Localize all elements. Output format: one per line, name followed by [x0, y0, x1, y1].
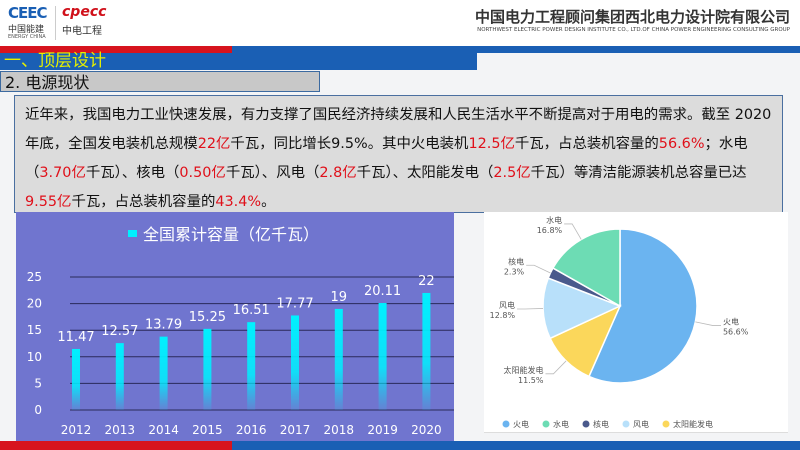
highlight-value: 12.5亿	[468, 136, 515, 152]
highlight-value: 22亿	[197, 136, 231, 152]
legend-marker	[582, 420, 590, 428]
bar-2017	[291, 315, 299, 410]
bar-2019	[378, 303, 387, 410]
footer-red-band	[0, 441, 232, 450]
x-tick-label: 2015	[192, 423, 223, 437]
legend-label: 风电	[633, 419, 649, 429]
x-tick-label: 2013	[105, 423, 136, 437]
data-label: 16.51	[233, 303, 270, 318]
paragraph-text: 。	[261, 194, 276, 210]
leader-line	[526, 264, 551, 274]
y-tick-label: 0	[34, 403, 42, 417]
legend-marker	[662, 420, 670, 428]
data-label: 15.25	[189, 310, 226, 325]
y-tick-label: 20	[27, 297, 42, 311]
highlight-value: 3.70亿	[39, 165, 86, 181]
red-band	[0, 46, 232, 53]
highlight-value: 0.50亿	[179, 165, 226, 181]
pie-slice-风电	[542, 277, 622, 340]
legend-label: 核电	[593, 419, 609, 429]
leader-line	[545, 360, 567, 375]
legend-label: 水电	[553, 419, 569, 429]
slice-label: 核电	[508, 256, 524, 266]
pie-slice-火电	[587, 228, 698, 384]
company-name-en: NORTHWEST ELECTRIC POWER DESIGN INSTITUT…	[477, 27, 790, 33]
slice-percent: 2.3%	[504, 267, 525, 276]
leader-line	[564, 223, 582, 240]
slice-label: 火电	[723, 317, 739, 327]
x-tick-label: 2019	[367, 423, 398, 437]
x-tick-label: 2020	[411, 423, 442, 437]
legend-label: 全国累计容量（亿千瓦）	[143, 225, 319, 244]
paragraph-text: 千瓦，占总装机容量的	[514, 136, 659, 152]
company-name: 中国电力工程顾问集团西北电力设计院有限公司	[474, 8, 790, 26]
x-tick-label: 2018	[324, 423, 355, 437]
ceec-logo-cn: 中国能建	[8, 25, 45, 35]
cpecc-logo-cn: 中电工程	[62, 26, 102, 37]
slice-percent: 11.5%	[518, 376, 544, 385]
ceec-logo: CEEC	[8, 4, 48, 22]
y-tick-label: 10	[27, 350, 42, 364]
data-label: 17.77	[276, 296, 313, 311]
ceec-logo-en: ENERGY CHINA	[8, 34, 46, 40]
bar-2016	[247, 322, 256, 410]
summary-paragraph: 近年来，我国电力工业快速发展，有力支撑了国民经济持续发展和人民生活水平不断提高对…	[14, 95, 783, 213]
footer-blue-band	[232, 441, 800, 450]
highlight-value: 56.6%	[658, 136, 705, 152]
x-tick-label: 2014	[148, 423, 179, 437]
highlight-value: 2.5亿	[493, 165, 531, 181]
leader-line	[695, 321, 721, 326]
legend-marker	[502, 420, 510, 428]
paragraph-text: 千瓦）、风电（	[225, 165, 320, 181]
slice-percent: 12.8%	[490, 311, 516, 320]
bar-2020	[422, 292, 431, 410]
bar-2018	[334, 308, 343, 410]
paragraph-text: 千瓦）等清洁能源装机总容量已达	[530, 165, 747, 181]
capacity-pie-chart: 火电 56.6% 太阳能发电 11.5% 风电 12.8% 核电 2.3% 水电 16.8% 火电水…	[484, 212, 788, 433]
data-label: 13.79	[145, 318, 182, 333]
capacity-bar-chart: 全国累计容量（亿千瓦） 0 5 10 15 20 25 11.47 2012 12.57 2013 1…	[16, 212, 460, 441]
y-tick-label: 15	[27, 323, 42, 337]
x-tick-label: 2017	[280, 423, 311, 437]
highlight-value: 43.4%	[215, 194, 262, 210]
data-label: 22	[418, 274, 435, 289]
subsection-title: 2. 电源现状	[0, 71, 320, 92]
logo-divider	[55, 6, 56, 40]
bar-2012	[72, 348, 80, 410]
legend-label: 火电	[513, 419, 529, 429]
section-title: 一、顶层设计	[0, 53, 477, 70]
slice-percent: 16.8%	[537, 226, 563, 235]
paragraph-text: 千瓦）、太阳能发电（	[356, 165, 494, 181]
slice-percent: 56.6%	[723, 328, 749, 337]
bar-2014	[159, 336, 168, 410]
x-tick-label: 2012	[61, 423, 92, 437]
leader-line	[517, 308, 544, 310]
slice-label: 风电	[499, 300, 515, 310]
paragraph-text: 近年来，我国电力工业快速发展，有力支撑了国民经济持续发展和人民生活水平不断提高对…	[25, 107, 772, 152]
bar-2013	[115, 343, 124, 410]
bar-2015	[203, 328, 212, 410]
legend-swatch	[128, 230, 137, 237]
data-label: 19	[331, 290, 348, 305]
highlight-value: 2.8亿	[319, 165, 357, 181]
data-label: 11.47	[57, 330, 94, 345]
y-tick-label: 25	[27, 270, 42, 284]
y-tick-label: 5	[34, 376, 42, 390]
data-label: 12.57	[101, 324, 138, 339]
slice-label: 太阳能发电	[503, 365, 543, 375]
paragraph-text: 千瓦，同比增长9.5%。其中火电装机	[230, 136, 469, 152]
legend-marker	[622, 420, 630, 428]
paragraph-text: 千瓦）、核电（	[85, 165, 180, 181]
slice-label: 水电	[546, 215, 562, 225]
legend-label: 太阳能发电	[673, 419, 713, 429]
cpecc-logo: cpecc	[62, 4, 107, 20]
blue-band	[232, 46, 800, 53]
legend-marker	[542, 420, 550, 428]
paragraph-text: ；水电（	[25, 136, 748, 181]
paragraph-text: 千瓦，占总装机容量的	[71, 194, 216, 210]
header: CEEC 中国能建 ENERGY CHINA cpecc 中电工程 中国电力工程…	[0, 0, 800, 46]
data-label: 20.11	[364, 284, 401, 299]
highlight-value: 9.55亿	[25, 194, 72, 210]
x-tick-label: 2016	[236, 423, 267, 437]
